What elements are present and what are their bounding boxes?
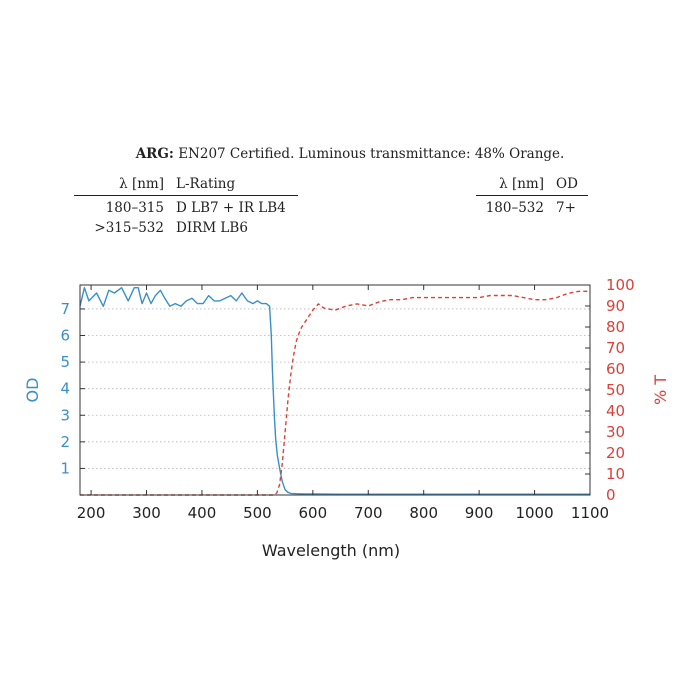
x-tick-label: 900 (465, 504, 494, 522)
table-cell: D LB7 + IR LB4 (176, 200, 286, 216)
y2-tick-label: 20 (606, 444, 625, 462)
column-header: L-Rating (170, 174, 298, 196)
y2-tick-label: 50 (606, 381, 625, 399)
brand-label: ARG: (135, 146, 174, 162)
od-series-line (79, 287, 590, 495)
grid-layer (80, 308, 590, 469)
x-tick-label: 200 (77, 504, 106, 522)
y2-tick-label: 90 (606, 297, 625, 315)
y2-tick-label: 30 (606, 423, 625, 441)
y-tick-label: 2 (60, 433, 70, 451)
x-tick-label: 1000 (515, 504, 553, 522)
table-cell: 7+ (556, 200, 576, 216)
y-tick-label: 1 (60, 459, 70, 477)
lrating-table: λ [nm] L-Rating 180–315 D LB7 + IR LB4 >… (74, 174, 298, 238)
y2-tick-label: 10 (606, 465, 625, 483)
tick-layer: 200 300 400 500 600 700 800 900 1000 110012345670… (60, 276, 634, 522)
x-tick-label: 400 (188, 504, 217, 522)
y2-tick-label: 70 (606, 339, 625, 357)
table-row: >315–532 DIRM LB6 (74, 218, 298, 238)
x-tick-label: 1100 (571, 504, 609, 522)
table-header-row: λ [nm] L-Rating (74, 174, 298, 196)
table-cell: DIRM LB6 (176, 220, 248, 236)
od-table: λ [nm] OD 180–532 7+ (476, 174, 588, 218)
x-tick-label: 800 (409, 504, 438, 522)
y-tick-label: 5 (60, 353, 70, 371)
series-layer (79, 287, 590, 496)
y2-axis-label: % T (651, 375, 670, 405)
x-tick-label: 500 (243, 504, 272, 522)
x-tick-label: 600 (299, 504, 328, 522)
table-cell: 180–532 (485, 200, 544, 216)
y2-tick-label: 80 (606, 318, 625, 336)
y2-tick-label: 0 (606, 486, 616, 504)
plot-frame (79, 284, 591, 496)
table-cell: 180–315 (105, 200, 164, 216)
y-tick-label: 4 (60, 380, 70, 398)
column-header: λ [nm] (476, 174, 550, 196)
y2-tick-label: 60 (606, 360, 625, 378)
y-tick-label: 6 (60, 327, 70, 345)
y-tick-label: 7 (60, 300, 70, 318)
header-title: ARG: EN207 Certified. Luminous transmitt… (0, 146, 700, 162)
x-tick-label: 700 (354, 504, 383, 522)
x-axis-label: Wavelength (nm) (262, 541, 400, 560)
table-header-row: λ [nm] OD (476, 174, 588, 196)
y2-tick-label: 100 (606, 276, 635, 294)
column-header: OD (550, 174, 588, 196)
column-header: λ [nm] (74, 174, 170, 196)
y-tick-label: 3 (60, 406, 70, 424)
y2-tick-label: 40 (606, 402, 625, 420)
transmittance-series-line (80, 290, 590, 496)
table-cell: >315–532 (94, 220, 164, 236)
table-row: 180–532 7+ (476, 196, 588, 219)
x-tick-label: 300 (132, 504, 161, 522)
y-axis-label: OD (23, 378, 42, 403)
header-description: EN207 Certified. Luminous transmittance:… (178, 146, 565, 162)
table-row: 180–315 D LB7 + IR LB4 (74, 196, 298, 219)
